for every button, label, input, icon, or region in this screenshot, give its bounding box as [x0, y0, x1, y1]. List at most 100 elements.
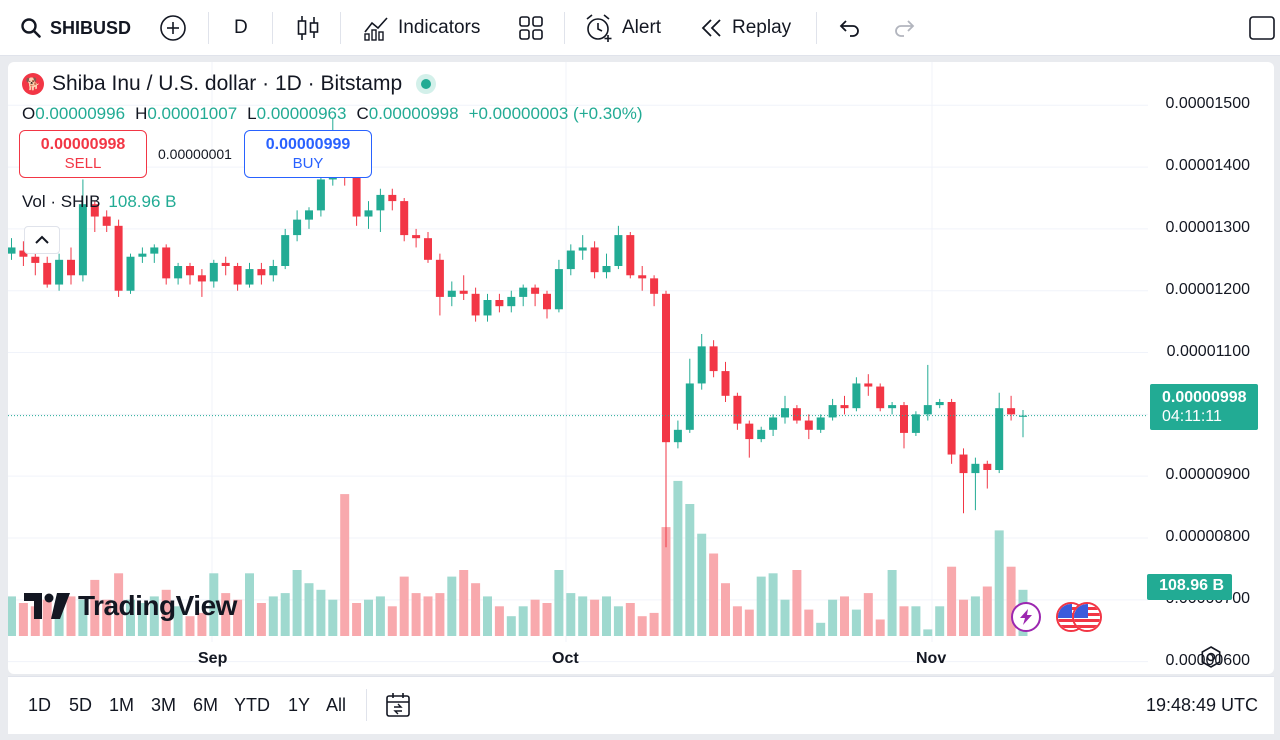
volume-bar: [982, 586, 992, 636]
volume-bar: [268, 596, 278, 636]
buy-label: BUY: [292, 155, 324, 172]
gear-icon: [1201, 646, 1221, 668]
volume-bar: [126, 599, 135, 636]
candle-body: [519, 287, 528, 297]
lightning-icon[interactable]: [1011, 602, 1041, 632]
range-5d-button[interactable]: 5D: [69, 695, 93, 715]
volume-bar: [292, 570, 302, 636]
volume-bar: [685, 504, 695, 636]
current-price-value: 0.00000998: [1162, 389, 1247, 406]
tradingview-logo[interactable]: TradingView: [24, 590, 237, 622]
volume-bar: [316, 589, 326, 636]
candle-body: [531, 287, 540, 294]
utc-clock[interactable]: 19:48:49 UTC: [1145, 695, 1258, 715]
chart-panel[interactable]: 🐕 Shiba Inu / U.S. dollar · 1D · Bitstam…: [8, 62, 1274, 674]
volume-bar: [149, 596, 159, 636]
symbol-legend[interactable]: 🐕 Shiba Inu / U.S. dollar · 1D · Bitstam…: [22, 72, 437, 96]
volume-bar: [566, 593, 576, 636]
goto-date-button[interactable]: [384, 691, 412, 724]
bar-countdown: 04:11:11: [1162, 408, 1222, 425]
chart-type-button[interactable]: [296, 12, 320, 44]
candle-body: [412, 235, 421, 239]
volume-bar: [137, 603, 147, 636]
redo-button[interactable]: [892, 12, 916, 44]
candle-body: [150, 247, 159, 254]
candle-body: [614, 235, 623, 266]
interval-button[interactable]: D: [234, 12, 248, 44]
range-1m-button[interactable]: 1M: [109, 695, 135, 715]
volume-bar: [732, 606, 742, 636]
range-1y-button[interactable]: 1Y: [288, 695, 311, 715]
volume-bar: [185, 616, 195, 636]
volume-bar: [173, 606, 183, 636]
volume-bar: [494, 606, 504, 636]
ohlc-close: C0.00000998: [356, 104, 459, 123]
symbol-search-button[interactable]: SHIBUSD: [20, 12, 131, 44]
toolbar-divider: [366, 689, 367, 721]
undo-icon: [839, 20, 859, 37]
collapse-legend-button[interactable]: [24, 226, 60, 254]
volume-bar: [233, 599, 243, 636]
candle-body: [590, 247, 599, 273]
range-all-button[interactable]: All: [326, 695, 347, 715]
volume-bar: [828, 599, 838, 636]
candle-body: [804, 420, 813, 430]
time-axis-label-oct: Oct: [552, 650, 579, 667]
candle-body: [126, 256, 135, 291]
volume-legend[interactable]: Vol · SHIB 108.96 B: [22, 192, 176, 212]
volume-bar: [899, 606, 909, 636]
candle-body: [1019, 415, 1027, 417]
volume-bar: [364, 599, 373, 636]
volume-bar: [721, 583, 730, 636]
volume-bar: [673, 480, 683, 636]
calendar-icon: [386, 693, 410, 717]
range-6m-button[interactable]: 6M: [193, 695, 219, 715]
fullscreen-button[interactable]: [1248, 12, 1276, 44]
candle-body: [757, 429, 766, 440]
indicators-button[interactable]: Indicators: [362, 12, 480, 44]
compare-symbol-button[interactable]: [158, 12, 188, 44]
volume-bar: [423, 596, 433, 636]
volume-bar: [506, 616, 516, 636]
candle-body: [673, 429, 682, 443]
volume-price-tag: 108.96 B: [1147, 574, 1232, 600]
us-flag-icon[interactable]: [1072, 602, 1102, 632]
volume-bar: [935, 606, 945, 636]
range-1d-button[interactable]: 1D: [28, 695, 52, 715]
undo-button[interactable]: [838, 12, 862, 44]
range-3m-button[interactable]: 3M: [151, 695, 177, 715]
volume-bar: [625, 603, 635, 636]
replay-button[interactable]: Replay: [700, 12, 791, 44]
alert-label: Alert: [622, 17, 662, 38]
price-axis-label: 0.00001500: [1165, 95, 1250, 113]
volume-bar: [851, 609, 861, 636]
candle-body: [507, 296, 516, 307]
toolbar-divider: [564, 12, 565, 44]
candle-body: [31, 256, 40, 263]
range-ytd-button[interactable]: YTD: [234, 695, 270, 715]
candle-body: [102, 216, 111, 226]
volume-bar: [8, 596, 16, 636]
candle-body: [435, 259, 444, 297]
candle-body: [495, 300, 504, 307]
sell-button[interactable]: 0.00000998 SELL: [19, 130, 147, 178]
indicators-icon: [364, 17, 388, 41]
chart-settings-button[interactable]: [1200, 646, 1222, 673]
candle-body: [697, 346, 706, 384]
chart-canvas[interactable]: [8, 62, 1274, 674]
layouts-button[interactable]: [518, 12, 544, 44]
alert-button[interactable]: Alert: [584, 12, 661, 44]
candlestick-series: [8, 117, 1027, 548]
candle-body: [566, 250, 575, 270]
volume-bar: [804, 609, 814, 636]
volume-bar: [78, 599, 88, 636]
candle-body: [471, 293, 480, 316]
volume-bar: [613, 606, 623, 636]
buy-button[interactable]: 0.00000999 BUY: [244, 130, 372, 178]
candle-body: [650, 278, 659, 294]
volume-bar: [102, 599, 112, 636]
candle-body: [769, 417, 778, 430]
tradingview-logo-icon: [24, 593, 70, 619]
candle-body: [376, 194, 385, 211]
volume-bar: [518, 606, 528, 636]
